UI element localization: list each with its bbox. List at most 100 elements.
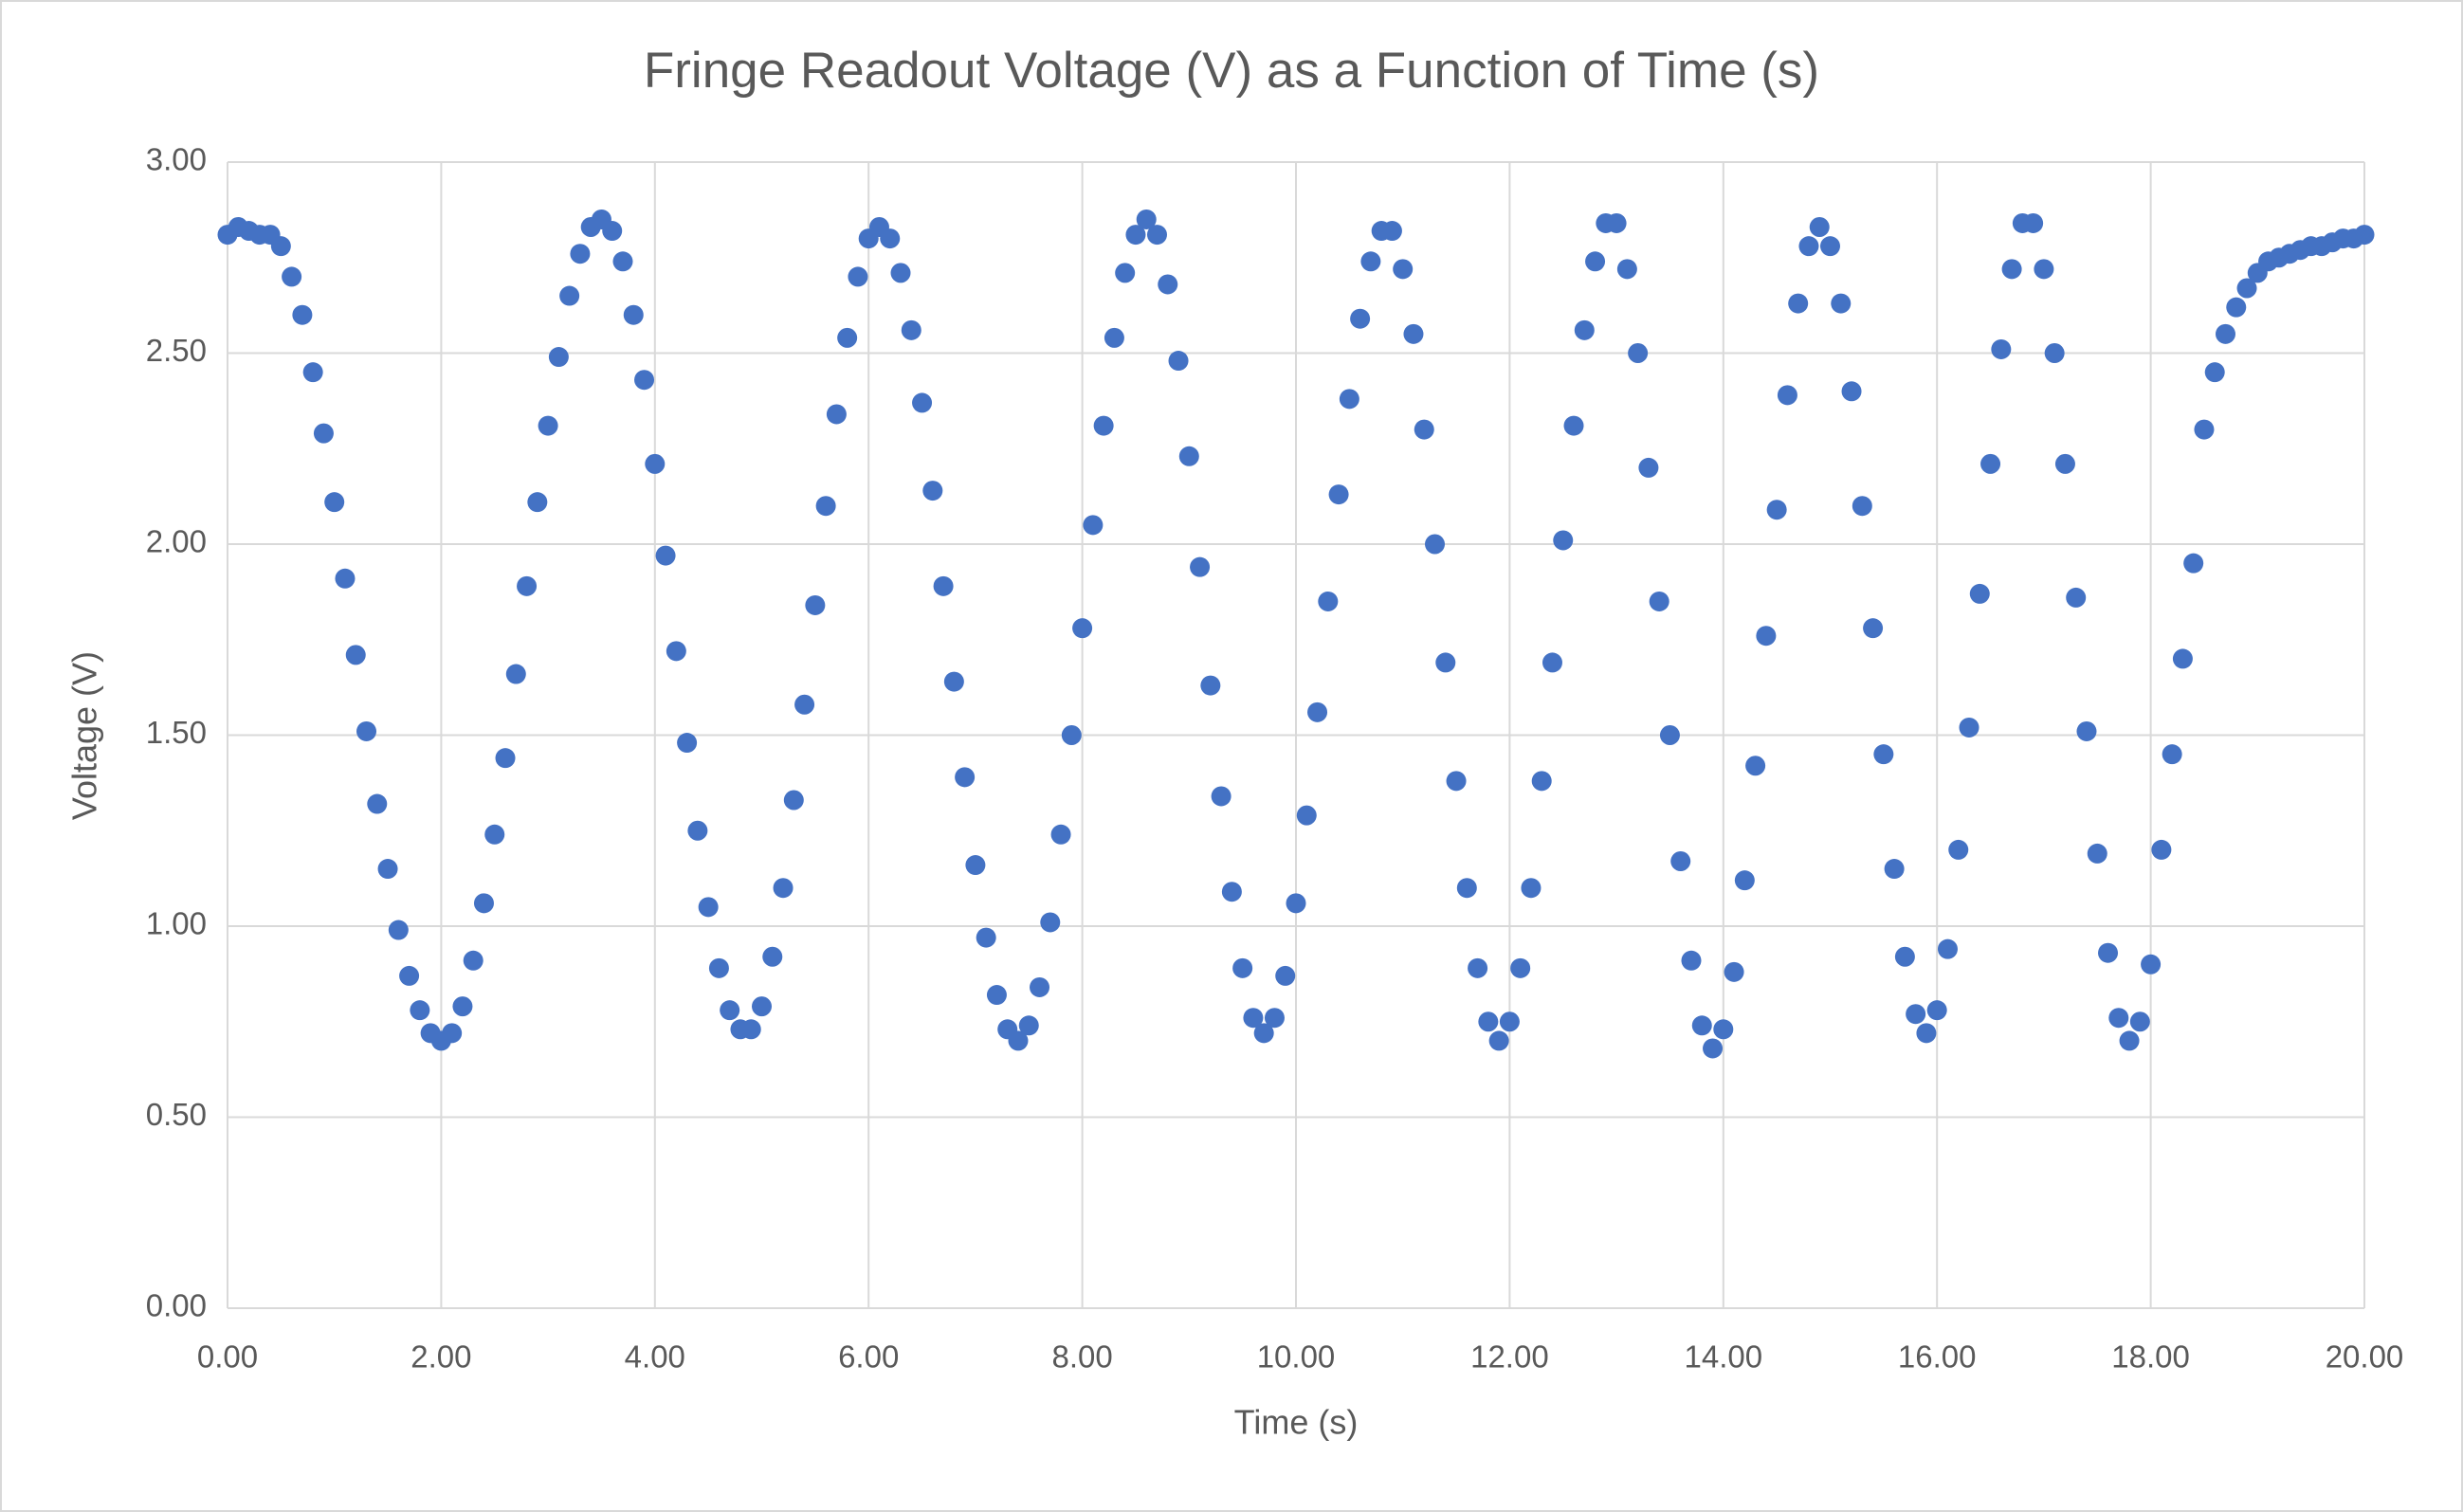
data-point xyxy=(1446,771,1467,792)
data-point xyxy=(517,575,538,596)
data-point xyxy=(1168,351,1189,372)
data-point xyxy=(1574,319,1595,340)
data-point xyxy=(2108,1008,2129,1029)
data-point xyxy=(313,423,334,444)
data-point xyxy=(1146,225,1167,246)
data-point xyxy=(2151,839,2172,860)
data-point xyxy=(559,285,580,306)
data-point xyxy=(2119,1030,2140,1051)
data-point xyxy=(720,1000,740,1021)
data-point xyxy=(1050,824,1071,845)
data-point xyxy=(655,545,676,566)
data-point xyxy=(1638,457,1659,478)
data-point xyxy=(538,415,558,436)
data-point xyxy=(2076,720,2097,741)
x-tick-label: 4.00 xyxy=(625,1339,685,1375)
data-point xyxy=(912,392,933,413)
x-tick-label: 10.00 xyxy=(1257,1339,1336,1375)
data-point xyxy=(1809,217,1830,238)
data-point xyxy=(1136,209,1157,229)
data-point xyxy=(1008,1030,1029,1051)
data-point xyxy=(1873,744,1894,765)
data-point xyxy=(1264,1008,1285,1029)
data-point xyxy=(708,957,729,978)
data-point xyxy=(2023,212,2044,233)
data-point xyxy=(1125,225,1146,246)
data-point xyxy=(1339,389,1359,410)
data-point xyxy=(442,1023,463,1044)
x-tick-label: 12.00 xyxy=(1470,1339,1549,1375)
data-point xyxy=(1318,591,1339,611)
data-point xyxy=(1275,965,1296,986)
data-point xyxy=(527,492,548,513)
data-point xyxy=(965,855,986,876)
data-point xyxy=(1040,912,1061,933)
data-point xyxy=(1510,957,1531,978)
data-point xyxy=(1926,1000,1947,1021)
data-point xyxy=(302,362,323,383)
data-point xyxy=(986,985,1007,1006)
data-point xyxy=(388,920,409,940)
data-point xyxy=(1425,534,1446,555)
data-point xyxy=(1468,957,1488,978)
y-tick-label: 3.00 xyxy=(146,142,207,177)
data-point xyxy=(752,996,772,1017)
data-point xyxy=(548,347,569,368)
x-tick-label: 8.00 xyxy=(1051,1339,1112,1375)
data-point xyxy=(1030,976,1050,997)
data-point xyxy=(1980,453,2001,474)
data-point xyxy=(1820,236,1840,257)
data-point xyxy=(1093,415,1114,436)
data-point xyxy=(1531,771,1552,792)
data-point xyxy=(1253,1023,1274,1044)
data-point xyxy=(2162,744,2182,765)
data-point xyxy=(1435,652,1456,673)
data-point xyxy=(677,733,698,754)
data-point xyxy=(837,327,858,348)
data-point xyxy=(1328,484,1349,505)
data-point xyxy=(2354,225,2375,246)
data-point xyxy=(1190,556,1211,577)
data-point xyxy=(1158,274,1178,295)
data-point xyxy=(783,790,804,811)
data-point xyxy=(2183,553,2204,574)
data-point xyxy=(1948,839,1969,860)
y-tick-label: 2.00 xyxy=(146,524,207,559)
data-point xyxy=(698,897,719,918)
data-point xyxy=(473,893,494,914)
data-point xyxy=(495,748,516,769)
data-point xyxy=(1488,1030,1509,1051)
data-point xyxy=(740,1019,761,1040)
data-point xyxy=(292,304,313,325)
data-point xyxy=(2054,453,2075,474)
data-point xyxy=(1681,950,1702,971)
data-point xyxy=(1585,251,1606,272)
data-point xyxy=(377,859,398,880)
data-point xyxy=(1104,327,1124,348)
data-point xyxy=(505,664,526,684)
data-point xyxy=(1756,626,1777,647)
data-point xyxy=(1841,381,1862,402)
x-axis-title: Time (s) xyxy=(1234,1403,1359,1442)
data-point xyxy=(890,263,911,283)
data-point xyxy=(1393,259,1414,280)
data-point xyxy=(1831,293,1852,314)
data-point xyxy=(1745,756,1766,776)
data-point xyxy=(1521,878,1542,899)
data-point xyxy=(2226,297,2247,318)
data-point xyxy=(570,244,591,264)
data-point xyxy=(815,496,836,517)
data-point xyxy=(410,1000,430,1021)
data-point xyxy=(1991,338,2012,359)
data-point xyxy=(335,568,356,589)
x-tick-label: 20.00 xyxy=(2326,1339,2404,1375)
data-point xyxy=(1894,946,1915,967)
data-point xyxy=(1906,1004,1926,1025)
data-point xyxy=(1307,701,1328,722)
data-point xyxy=(2204,362,2225,383)
data-point xyxy=(2001,259,2022,280)
data-point xyxy=(1788,293,1809,314)
data-point xyxy=(645,453,666,474)
data-point xyxy=(826,404,847,425)
